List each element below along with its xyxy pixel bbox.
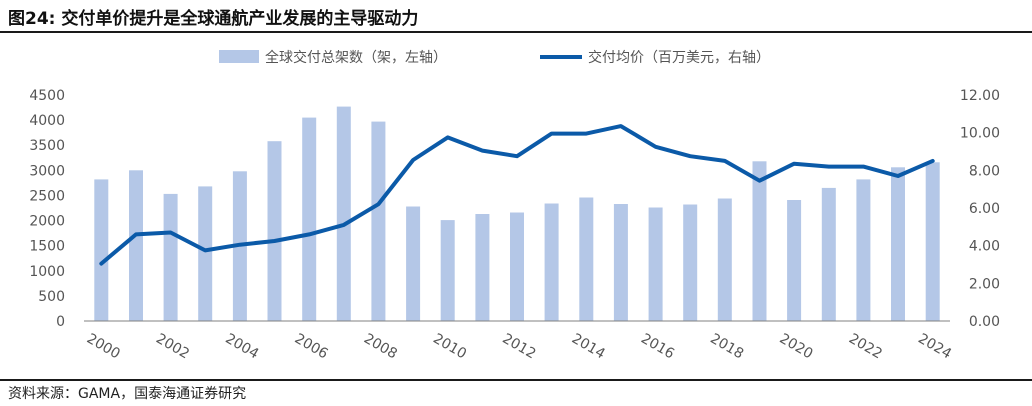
line-point — [204, 249, 206, 251]
bar — [94, 179, 109, 321]
line-point — [447, 136, 449, 138]
x-tick-label: 2014 — [569, 331, 608, 363]
x-tick-label: 2010 — [430, 331, 469, 363]
x-tick-label: 2006 — [292, 331, 331, 363]
top-rule — [0, 31, 1032, 33]
x-tick-label: 2020 — [777, 331, 816, 363]
bar — [579, 197, 594, 321]
line-point — [170, 232, 172, 233]
x-tick-label: 2000 — [84, 331, 123, 363]
bar — [267, 141, 282, 321]
bar — [371, 121, 386, 321]
line-point — [135, 233, 137, 235]
x-tick-label: 2012 — [500, 331, 539, 363]
line-point — [516, 155, 518, 157]
line-point — [274, 240, 275, 242]
x-tick-label: 2016 — [638, 331, 677, 363]
legend-bar-label: 全球交付总架数（架，左轴） — [265, 49, 447, 66]
line-point — [308, 233, 310, 235]
line-point — [897, 175, 899, 177]
figure-title: 图24: 交付单价提升是全球通航产业发展的主导驱动力 — [8, 9, 419, 29]
legend-bar-swatch — [219, 50, 259, 63]
line-point — [793, 163, 795, 165]
line-point — [239, 244, 241, 246]
line-point — [377, 203, 379, 205]
y-left-tick-label: 0 — [56, 314, 65, 330]
bar — [302, 117, 317, 321]
y-left-tick-label: 4500 — [29, 88, 65, 104]
plot-area: 0 500 1000 1500 2000 2500 3000 3500 4000 4500 0.00… — [29, 88, 1000, 362]
bar — [683, 204, 698, 321]
bar — [129, 170, 143, 321]
y-left-tick-label: 2000 — [29, 214, 65, 230]
bar — [891, 167, 905, 321]
line-point — [551, 133, 553, 135]
y-left-tick-label: 1000 — [29, 264, 65, 280]
x-tick-label: 2004 — [222, 331, 261, 363]
y-left-tick-label: 4000 — [29, 113, 65, 129]
y-right-tick-label: 8.00 — [969, 163, 1000, 179]
bar — [752, 161, 767, 321]
y-right-tick-label: 6.00 — [969, 201, 1000, 217]
y-left-tick-label: 2500 — [29, 188, 65, 204]
line-point — [585, 133, 587, 135]
bar — [475, 214, 490, 321]
line-point — [100, 263, 102, 265]
bar — [510, 212, 524, 321]
bar — [613, 204, 628, 321]
line-point — [759, 180, 760, 182]
x-tick-label: 2024 — [915, 331, 954, 363]
y-left-tick-label: 1500 — [29, 239, 65, 255]
y-left-tick-label: 500 — [38, 289, 65, 305]
x-tick-label: 2008 — [361, 331, 400, 363]
y-right-tick-label: 4.00 — [969, 239, 1000, 255]
bar — [787, 200, 802, 321]
legend-line-label: 交付均价（百万美元，右轴） — [588, 49, 770, 66]
line-point — [481, 150, 483, 152]
x-tick-label: 2002 — [153, 331, 192, 363]
bar — [336, 106, 351, 321]
bar — [198, 186, 213, 321]
x-tick-label: 2018 — [707, 331, 746, 363]
line-point — [343, 224, 345, 226]
source-note: 资料来源：GAMA，国泰海通证券研究 — [8, 386, 247, 402]
x-tick-label: 2022 — [846, 331, 885, 363]
line-point — [828, 166, 830, 168]
line-point — [932, 160, 934, 162]
line-point — [412, 159, 414, 161]
line-point — [862, 166, 864, 168]
line-point — [724, 160, 726, 162]
y-left-tick-label: 3500 — [29, 138, 65, 154]
y-left-tick-label: 3000 — [29, 163, 65, 179]
line-point — [689, 155, 691, 157]
bar — [648, 207, 663, 321]
y-right-tick-label: 2.00 — [969, 276, 1000, 292]
y-right-tick-label: 12.00 — [960, 88, 1000, 104]
bottom-rule — [0, 379, 1032, 381]
y-right-tick-label: 10.00 — [960, 126, 1000, 142]
y-right-tick-label: 0.00 — [969, 314, 1000, 330]
bar — [856, 179, 871, 321]
bar — [406, 206, 421, 321]
bar — [925, 162, 940, 321]
bar — [717, 198, 732, 321]
line-point — [620, 125, 622, 127]
bar — [821, 187, 836, 321]
legend: 全球交付总架数（架，左轴） 交付均价（百万美元，右轴） — [219, 49, 770, 66]
bar — [440, 220, 455, 321]
bar — [544, 203, 559, 321]
bar — [163, 193, 178, 321]
chart-svg: 全球交付总架数（架，左轴） 交付均价（百万美元，右轴） 0 500 1000 1500… — [29, 49, 1000, 362]
line-point — [655, 146, 657, 148]
